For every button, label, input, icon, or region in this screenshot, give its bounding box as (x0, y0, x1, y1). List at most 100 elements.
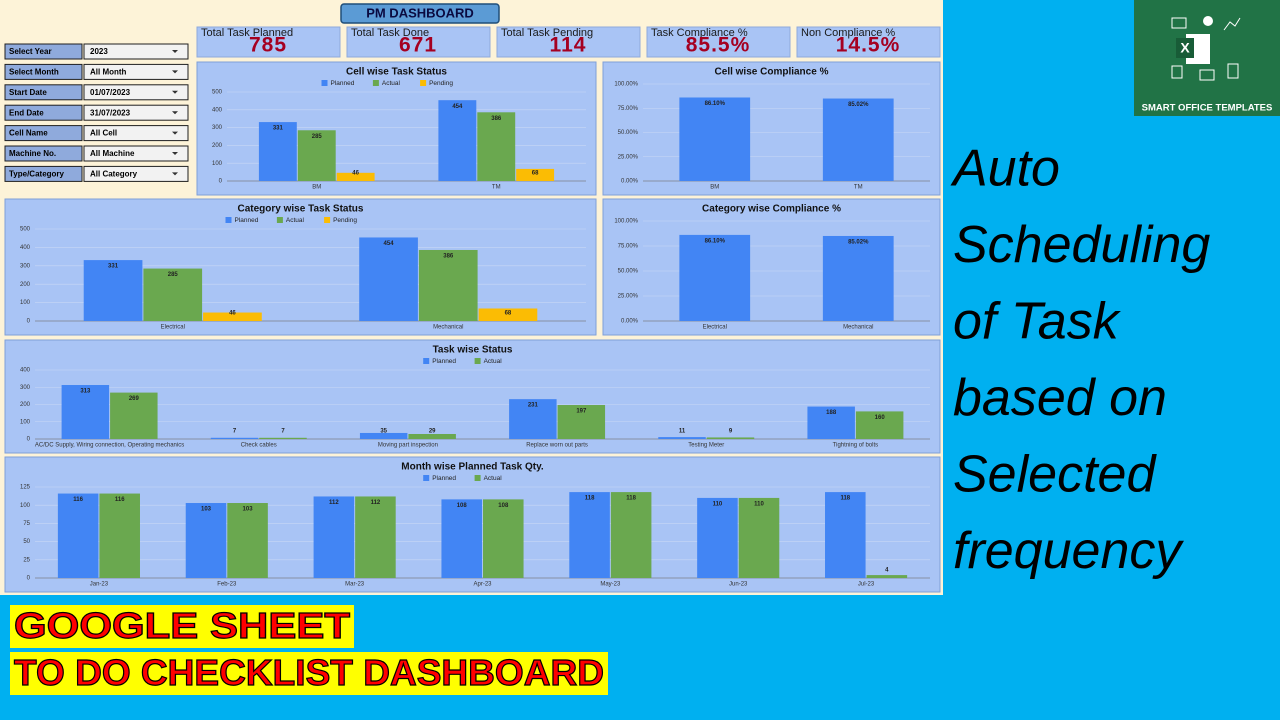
logo-x: X (1180, 40, 1190, 56)
y-tick-label: 125 (20, 485, 31, 491)
chart-panel (4, 339, 941, 454)
data-label: 35 (380, 429, 387, 435)
dashboard-title: PM DASHBOARD (366, 5, 474, 20)
data-label: 103 (243, 507, 254, 513)
x-tick-label: May-23 (600, 582, 621, 588)
bar (706, 437, 755, 439)
data-label: 46 (229, 311, 236, 317)
bar (259, 437, 307, 439)
filter-label: Cell Name (9, 129, 48, 138)
filter-value: All Month (90, 68, 127, 77)
data-label: 29 (429, 429, 436, 435)
bar (569, 492, 610, 578)
legend-label: Planned (331, 80, 355, 87)
data-label: 4 (885, 568, 889, 574)
y-tick-label: 25.00% (618, 294, 639, 300)
chart-title: Cell wise Compliance % (715, 67, 829, 78)
filter-label: Type/Category (9, 170, 65, 179)
data-label: 118 (626, 496, 636, 502)
data-label: 85.02% (848, 240, 869, 246)
kpi-value: 14.5% (836, 34, 901, 57)
x-tick-label: Testing Meter (688, 443, 724, 449)
data-label: 454 (452, 104, 463, 110)
bar (516, 168, 555, 181)
bar (355, 496, 396, 578)
y-tick-label: 0 (27, 319, 31, 325)
logo-icon (1203, 16, 1213, 26)
x-tick-label: Mechanical (843, 325, 873, 331)
bar (227, 503, 268, 578)
y-tick-label: 0.00% (621, 319, 639, 325)
banner-text: TO DO CHECKLIST DASHBOARD (14, 652, 604, 693)
legend-swatch (372, 80, 379, 86)
chart-title: Category wise Compliance % (702, 204, 841, 215)
x-tick-label: Electrical (161, 325, 185, 331)
data-label: 331 (108, 264, 119, 270)
kpi-card (346, 26, 491, 58)
side-text: Auto (950, 140, 1060, 198)
bar (610, 492, 652, 578)
filter-dropdown[interactable] (83, 145, 189, 162)
x-tick-label: Jun-23 (729, 582, 748, 588)
legend-swatch (474, 475, 481, 481)
y-tick-label: 300 (20, 263, 31, 269)
bar (438, 100, 477, 181)
data-label: 110 (713, 501, 723, 507)
logo: X SMART OFFICE TEMPLATES (1134, 0, 1280, 116)
dropdown-arrow (172, 131, 178, 135)
y-tick-label: 200 (20, 282, 31, 288)
y-tick-label: 75.00% (618, 106, 639, 112)
bar (210, 437, 259, 439)
legend-label: Planned (432, 358, 456, 365)
filter-dropdown[interactable] (83, 43, 189, 60)
bar (258, 122, 297, 181)
x-tick-label: TM (854, 185, 863, 191)
data-label: 108 (498, 503, 509, 509)
y-tick-label: 75.00% (618, 244, 639, 250)
dropdown-arrow (172, 50, 178, 53)
bar (478, 308, 538, 321)
y-tick-label: 400 (212, 107, 223, 113)
kpi-card (196, 26, 341, 58)
y-tick-label: 50 (23, 539, 30, 545)
filter-dropdown[interactable] (83, 104, 189, 121)
legend-swatch (423, 358, 430, 364)
filter-value: All Category (90, 170, 138, 179)
logo-icon (1223, 17, 1241, 31)
banner-box (10, 652, 608, 695)
legend-label: Actual (382, 80, 401, 87)
filter-dropdown[interactable] (83, 63, 189, 80)
y-tick-label: 0 (27, 576, 31, 582)
bar (408, 433, 456, 439)
filter-label: Select Year (9, 47, 52, 56)
filter-label: Machine No. (9, 149, 56, 158)
logo-icon (1171, 65, 1183, 79)
bar (557, 405, 606, 439)
bar (336, 172, 375, 181)
y-tick-label: 200 (212, 143, 223, 149)
chart-title: Category wise Task Status (238, 204, 364, 215)
data-label: 118 (840, 496, 850, 502)
filter-dropdown[interactable] (83, 165, 189, 182)
legend-swatch (276, 217, 283, 223)
side-text: Selected (953, 446, 1157, 504)
kpi-value: 85.5% (686, 34, 751, 57)
data-label: 110 (754, 501, 764, 507)
x-tick-label: Jul-23 (858, 582, 875, 588)
filter-dropdown[interactable] (83, 125, 189, 142)
kpi-card (646, 26, 791, 58)
dropdown-arrow (172, 111, 178, 115)
logo-icon (1227, 63, 1239, 79)
data-label: 103 (201, 507, 212, 513)
data-label: 188 (826, 410, 837, 416)
data-label: 197 (576, 409, 587, 415)
filter-dropdown[interactable] (83, 84, 189, 101)
title-box (340, 3, 500, 24)
data-label: 454 (384, 241, 395, 247)
legend-swatch (324, 217, 331, 223)
y-tick-label: 100.00% (614, 219, 638, 225)
filter-value: All Machine (90, 149, 135, 158)
data-label: 7 (233, 429, 237, 435)
legend-label: Actual (484, 358, 503, 365)
